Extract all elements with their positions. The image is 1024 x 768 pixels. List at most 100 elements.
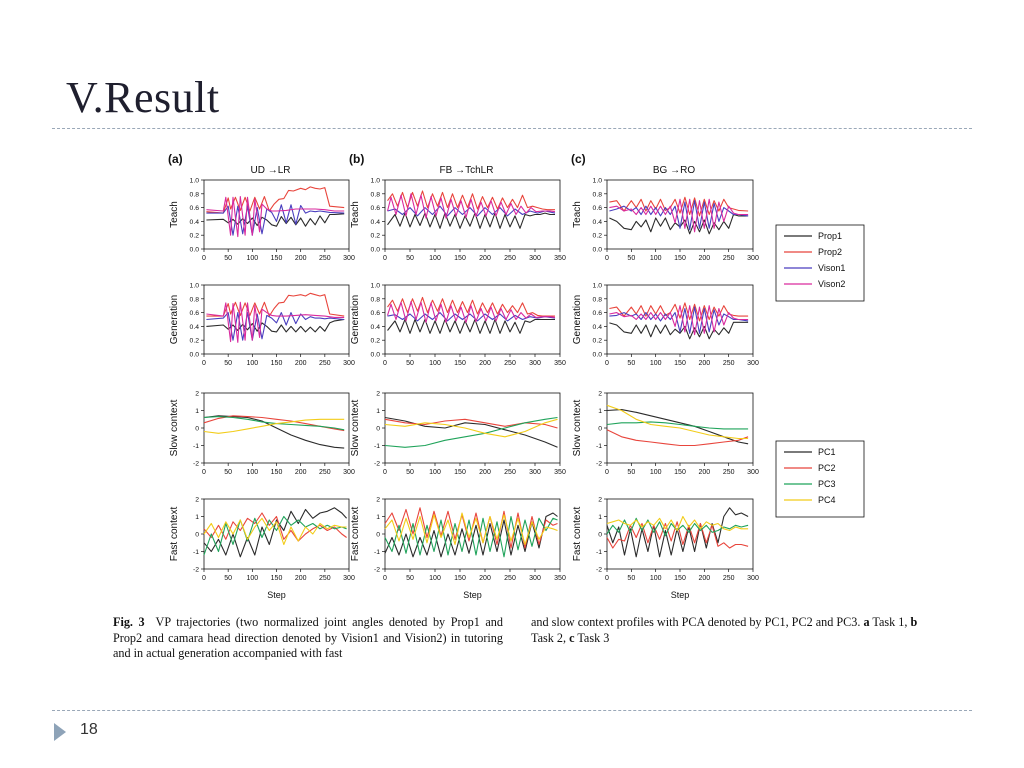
x-tick-label: 200 (295, 575, 307, 582)
column-title-2: BG →RO (653, 165, 695, 176)
y-tick-label: -2 (596, 461, 602, 468)
series-line-vison2-c0-r0 (206, 196, 345, 238)
series-line-prop1-c2-r1 (609, 321, 749, 340)
y-tick-label: 0.6 (371, 205, 381, 212)
page-number: 18 (80, 721, 98, 738)
x-tick-label: 300 (343, 360, 355, 367)
y-tick-label: 2 (598, 497, 602, 504)
x-tick-label: 50 (406, 360, 414, 367)
x-tick-label: 200 (295, 469, 307, 476)
x-axis-label-2: Step (671, 590, 690, 600)
series-line-pc3-c2-r2 (606, 421, 749, 430)
series-line-pc3-c1-r2 (384, 416, 558, 448)
series-line-prop2-c1-r0 (387, 190, 555, 211)
x-tick-label: 0 (605, 255, 609, 262)
x-tick-label: 0 (605, 575, 609, 582)
x-tick-label: 50 (406, 469, 414, 476)
x-axis-label-1: Step (463, 590, 482, 600)
x-tick-label: 200 (295, 360, 307, 367)
x-tick-label: 100 (429, 469, 441, 476)
x-tick-label: 0 (383, 575, 387, 582)
y-axis-label-2-1: Generation (572, 295, 583, 344)
legend-pc-box (775, 440, 865, 518)
y-tick-label: 0.4 (593, 324, 603, 331)
y-tick-label: 1.0 (593, 283, 603, 290)
y-axis-label-2-3: Fast context (572, 507, 583, 562)
y-tick-label: 0.0 (190, 352, 200, 359)
y-tick-label: 2 (598, 391, 602, 398)
x-tick-label: 100 (246, 575, 258, 582)
y-tick-label: 0 (376, 426, 380, 433)
y-tick-label: -1 (596, 443, 602, 450)
x-tick-label: 100 (650, 469, 662, 476)
x-tick-label: 150 (454, 469, 466, 476)
x-tick-label: 150 (271, 360, 283, 367)
x-tick-label: 0 (605, 360, 609, 367)
x-tick-label: 50 (224, 575, 232, 582)
legend-pc-entry-pc4: PC4 (818, 495, 836, 505)
y-tick-label: 0 (376, 532, 380, 539)
x-tick-label: 100 (650, 575, 662, 582)
x-tick-label: 0 (383, 360, 387, 367)
y-axis-label-0-2: Slow context (169, 399, 180, 456)
y-tick-label: 0.8 (371, 191, 381, 198)
y-tick-label: -1 (374, 549, 380, 556)
y-tick-label: 0.6 (593, 310, 603, 317)
x-tick-label: 100 (650, 360, 662, 367)
y-tick-label: 0.2 (190, 338, 200, 345)
series-line-pc2-c2-r2 (606, 429, 749, 447)
x-tick-label: 250 (319, 575, 331, 582)
caption-task-b-text: Task 2, (531, 630, 567, 645)
y-axis-label-0-3: Fast context (169, 507, 180, 562)
series-line-prop1-c1-r0 (387, 212, 555, 229)
x-tick-label: 250 (723, 469, 735, 476)
legend-pc-entry-pc3: PC3 (818, 479, 836, 489)
x-tick-label: 250 (319, 255, 331, 262)
y-axis-label-2-0: Teach (572, 201, 583, 228)
x-tick-label: 50 (224, 255, 232, 262)
panel-label-0: (a) (168, 152, 183, 166)
panel-label-2: (c) (571, 152, 586, 166)
footer-arrow-icon (54, 723, 66, 741)
caption-right-text: and slow context profiles with PCA denot… (531, 615, 861, 629)
series-line-vison1-c1-r1 (387, 312, 556, 322)
x-tick-label: 50 (406, 575, 414, 582)
series-line-vison1-c0-r0 (206, 204, 345, 236)
y-tick-label: -2 (374, 567, 380, 574)
x-tick-label: 50 (627, 360, 635, 367)
x-tick-label: 300 (747, 255, 759, 262)
y-tick-label: 0.0 (593, 352, 603, 359)
series-line-prop2-c0-r0 (206, 186, 345, 214)
x-axis-label-0: Step (267, 590, 286, 600)
x-tick-label: 200 (698, 575, 710, 582)
y-axis-label-1-0: Teach (350, 201, 361, 228)
y-tick-label: 0.4 (371, 219, 381, 226)
x-tick-label: 200 (698, 360, 710, 367)
y-tick-label: 0.2 (371, 233, 381, 240)
figure-caption-right: and slow context profiles with PCA denot… (531, 615, 926, 646)
x-tick-label: 0 (383, 255, 387, 262)
caption-left-text: VP trajectories (two normalized joint an… (113, 615, 503, 660)
x-tick-label: 50 (627, 575, 635, 582)
y-tick-label: -1 (193, 549, 199, 556)
x-tick-label: 250 (504, 255, 516, 262)
x-tick-label: 200 (479, 575, 491, 582)
x-tick-label: 0 (202, 255, 206, 262)
y-tick-label: 0.2 (371, 338, 381, 345)
x-tick-label: 350 (554, 360, 566, 367)
axes-frame-1-1 (384, 284, 561, 355)
series-line-pc4-c1-r2 (384, 418, 558, 438)
y-axis-label-2-2: Slow context (572, 399, 583, 456)
x-tick-label: 100 (429, 575, 441, 582)
y-tick-label: 1.0 (190, 178, 200, 185)
y-tick-label: 2 (376, 497, 380, 504)
series-line-pc4-c2-r2 (606, 404, 749, 440)
x-tick-label: 200 (698, 469, 710, 476)
legend-pc-entry-pc2: PC2 (818, 463, 836, 473)
series-line-pc3-c1-r3 (384, 515, 558, 558)
axes-frame-0-1 (203, 284, 350, 355)
y-tick-label: 1 (376, 514, 380, 521)
x-tick-label: 300 (747, 575, 759, 582)
y-tick-label: 0.4 (371, 324, 381, 331)
